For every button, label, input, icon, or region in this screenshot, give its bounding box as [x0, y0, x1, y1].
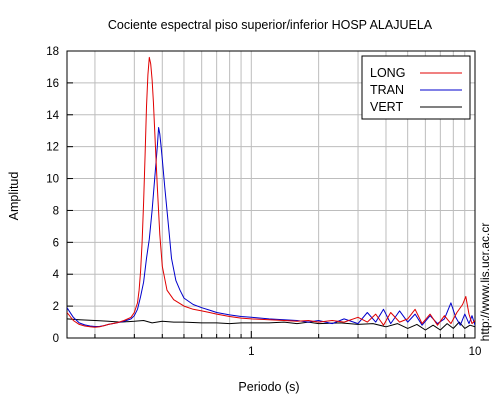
y-tick-label: 14: [46, 110, 59, 122]
legend: LONG TRAN VERT: [361, 55, 471, 120]
y-tick-label: 16: [46, 78, 59, 90]
series-layer: [67, 56, 475, 331]
legend-label-tran: TRAN: [370, 83, 404, 97]
series-line-tran: [67, 127, 475, 327]
y-tick-label: 6: [53, 237, 59, 249]
x-tick-label: 10: [469, 346, 482, 358]
chart-title: Cociente espectral piso superior/inferio…: [108, 18, 433, 32]
x-axis-label: Periodo (s): [238, 380, 299, 394]
y-axis-label: Amplitud: [7, 172, 21, 221]
y-tick-label: 2: [53, 301, 59, 313]
y-tick-label: 0: [53, 333, 59, 345]
series-line-long: [67, 56, 475, 328]
series-line-vert: [67, 318, 475, 331]
y-tick-label: 8: [53, 205, 59, 217]
axes-layer: 0 2 4 6 8 10 12 14 16 18 1 10: [46, 46, 481, 358]
legend-label-vert: VERT: [370, 100, 403, 114]
y-tick-label: 12: [46, 142, 59, 154]
x-tick-label: 1: [248, 346, 254, 358]
y-tick-label: 4: [53, 269, 60, 281]
legend-box: [361, 55, 471, 120]
legend-label-long: LONG: [370, 66, 405, 80]
y-tick-label: 18: [46, 46, 59, 58]
y-tick-label: 10: [46, 174, 59, 186]
source-url-annotation: http://www.lis.ucr.ac.cr: [478, 223, 492, 342]
plot-frame: [66, 50, 476, 339]
